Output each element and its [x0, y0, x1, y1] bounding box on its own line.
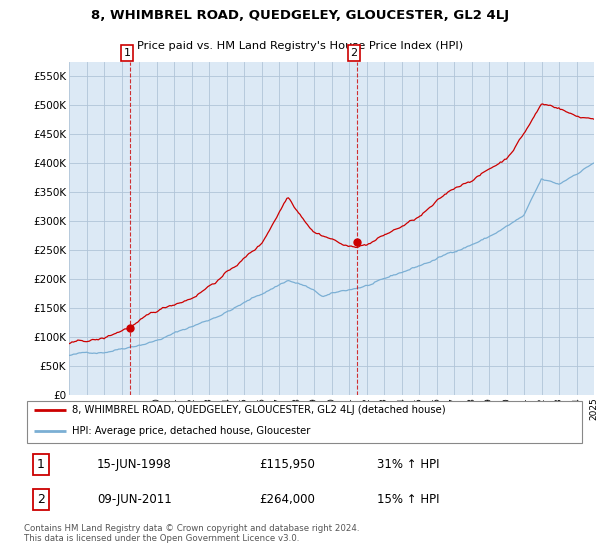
Text: 8, WHIMBREL ROAD, QUEDGELEY, GLOUCESTER, GL2 4LJ (detached house): 8, WHIMBREL ROAD, QUEDGELEY, GLOUCESTER,… — [71, 405, 445, 416]
Text: 31% ↑ HPI: 31% ↑ HPI — [377, 458, 440, 471]
Text: Price paid vs. HM Land Registry's House Price Index (HPI): Price paid vs. HM Land Registry's House … — [137, 41, 463, 51]
Text: 2: 2 — [37, 493, 45, 506]
Text: £115,950: £115,950 — [260, 458, 316, 471]
Text: 1: 1 — [37, 458, 45, 471]
Text: £264,000: £264,000 — [260, 493, 316, 506]
Text: 8, WHIMBREL ROAD, QUEDGELEY, GLOUCESTER, GL2 4LJ: 8, WHIMBREL ROAD, QUEDGELEY, GLOUCESTER,… — [91, 9, 509, 22]
Text: 2: 2 — [350, 48, 358, 58]
Text: 09-JUN-2011: 09-JUN-2011 — [97, 493, 172, 506]
FancyBboxPatch shape — [27, 401, 582, 444]
Text: 15-JUN-1998: 15-JUN-1998 — [97, 458, 172, 471]
Text: HPI: Average price, detached house, Gloucester: HPI: Average price, detached house, Glou… — [71, 426, 310, 436]
Text: Contains HM Land Registry data © Crown copyright and database right 2024.
This d: Contains HM Land Registry data © Crown c… — [24, 524, 359, 543]
Text: 1: 1 — [124, 48, 130, 58]
Text: 15% ↑ HPI: 15% ↑ HPI — [377, 493, 440, 506]
